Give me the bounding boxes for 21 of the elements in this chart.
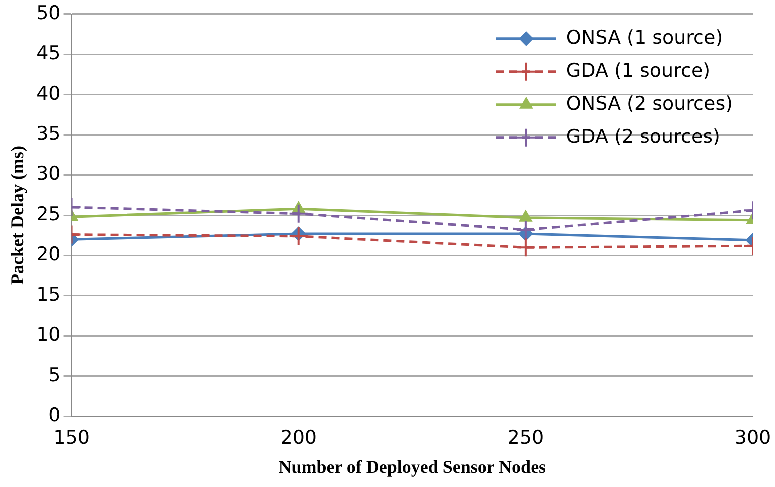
y-tick-label: 5 (48, 364, 61, 386)
x-tick-label: 200 (280, 426, 317, 449)
y-tick-label: 45 (36, 42, 61, 65)
y-tick-label: 15 (36, 284, 61, 306)
y-tick-label: 40 (36, 82, 61, 105)
y-tick-label: 0 (48, 404, 61, 427)
x-tick-label: 300 (734, 426, 772, 449)
legend-label: ONSA (2 sources) (566, 92, 734, 115)
x-tick-label: 150 (54, 426, 90, 449)
y-tick-label: 20 (36, 244, 61, 266)
y-tick-label: 10 (36, 324, 61, 346)
y-tick-label: 50 (36, 2, 61, 24)
y-axis-title: Packet Delay (ms) (7, 146, 28, 285)
y-tick-label: 25 (36, 203, 61, 226)
x-tick-label: 250 (508, 426, 544, 449)
y-tick-label: 30 (36, 163, 61, 186)
y-tick-label: 35 (36, 122, 61, 145)
legend-label: GDA (1 source) (566, 60, 711, 82)
legend-label: ONSA (1 source) (566, 26, 724, 49)
x-axis-title: Number of Deployed Sensor Nodes (278, 456, 546, 477)
legend-label: GDA (2 sources) (566, 126, 720, 148)
